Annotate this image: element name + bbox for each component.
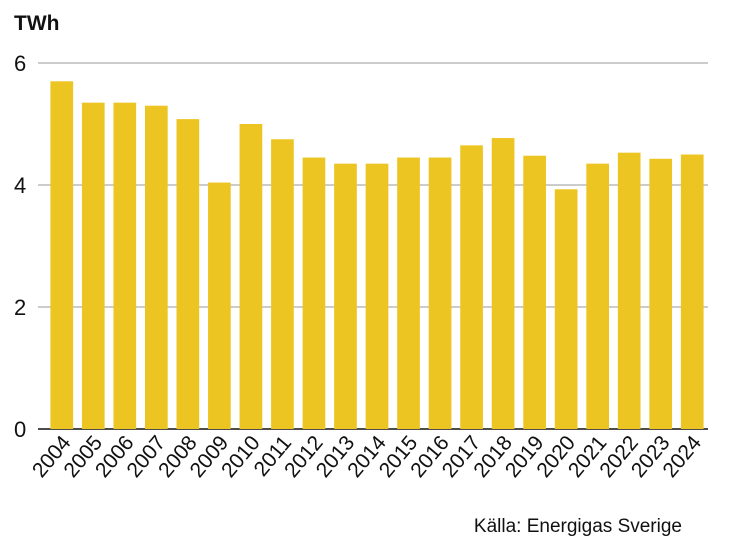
- bar-2012: [302, 157, 326, 430]
- bar-2014: [365, 163, 389, 429]
- bar-2021: [586, 163, 610, 429]
- source-note: Källa: Energigas Sverige: [473, 516, 682, 537]
- bar-2010: [239, 124, 263, 429]
- y-axis-unit-label: TWh: [14, 12, 60, 35]
- bar-2004: [50, 81, 74, 430]
- bar-2007: [144, 105, 168, 429]
- bar-2018: [491, 138, 515, 429]
- bar-2019: [523, 155, 546, 429]
- bar-2006: [113, 102, 137, 430]
- bar-2016: [428, 157, 452, 430]
- y-tick-label: 6: [14, 51, 26, 76]
- bar-2023: [649, 158, 673, 429]
- bar-2024: [680, 154, 704, 429]
- bar-2005: [81, 102, 105, 430]
- bar-2020: [554, 189, 578, 429]
- bar-2011: [271, 139, 294, 429]
- bar-2009: [208, 182, 231, 429]
- bar-2013: [334, 163, 357, 429]
- bar-2017: [460, 145, 483, 429]
- y-tick-label: 2: [14, 295, 26, 320]
- y-tick-label: 4: [14, 173, 26, 198]
- y-tick-label: 0: [14, 417, 26, 442]
- bar-2008: [176, 119, 200, 430]
- bar-2015: [397, 157, 420, 430]
- bar-2022: [617, 152, 641, 430]
